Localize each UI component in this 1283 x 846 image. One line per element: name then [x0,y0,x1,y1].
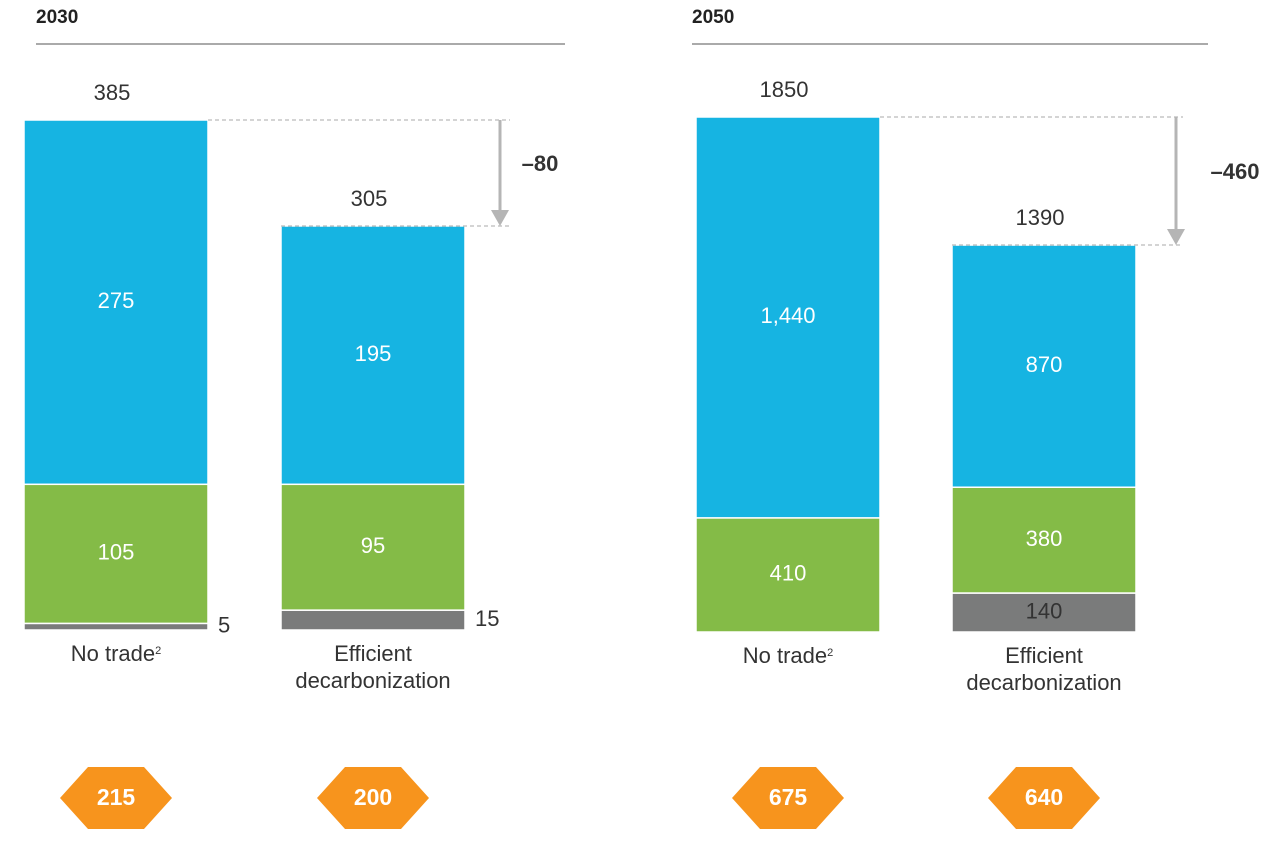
bar-segment [23,483,209,625]
bar-segment [695,517,881,633]
bar-segment [695,116,881,519]
category-label: No trade2 [26,640,206,667]
hexagon-value: 640 [1025,784,1063,810]
segment-label: 870 [1026,352,1063,377]
segment-label: 95 [361,533,385,558]
category-text: Efficient decarbonization [966,643,1122,695]
total-label: 305 [351,186,388,211]
segment-label: 380 [1026,526,1063,551]
hexagon-value: 675 [769,784,808,810]
delta-label: –80 [522,151,559,176]
bar-segment [23,119,209,486]
total-label: 385 [94,80,131,105]
bar-segment [951,244,1137,488]
segment-label: 275 [98,288,135,313]
hexagon-value: 215 [97,784,136,810]
category-label: Efficient decarbonization [283,640,463,694]
bar-segment [23,622,209,631]
total-label: 1390 [1016,205,1065,230]
hexagon [988,767,1100,829]
category-label: No trade2 [698,642,878,669]
hexagon [732,767,844,829]
delta-label: –460 [1211,159,1260,184]
segment-label: 15 [475,606,499,631]
total-label: 1850 [760,77,809,102]
arrow-head [1167,229,1185,246]
segment-label: 410 [770,561,807,586]
bar-segment [280,609,466,631]
footnote-mark: 2 [827,647,834,659]
segment-label: 195 [355,341,392,366]
category-text: Efficient decarbonization [295,641,451,693]
category-text: No trade [70,641,156,666]
category-label: Efficient decarbonization [954,642,1134,696]
segment-label: 5 [218,613,230,638]
bar-segment [280,483,466,611]
segment-label: 140 [1026,598,1063,623]
bar-segment [280,225,466,486]
arrow-head [491,209,509,226]
bar-segment [951,486,1137,594]
bar-segment [951,592,1137,633]
hexagon-value: 200 [354,784,392,810]
footnote-mark: 2 [155,645,162,657]
panel-title: 2030 [36,7,78,28]
panel-title: 2050 [692,7,734,28]
category-text: No trade [742,643,828,668]
segment-label: 105 [98,540,135,565]
hexagon [60,767,172,829]
segment-label: 1,440 [760,303,815,328]
hexagon [317,767,429,829]
